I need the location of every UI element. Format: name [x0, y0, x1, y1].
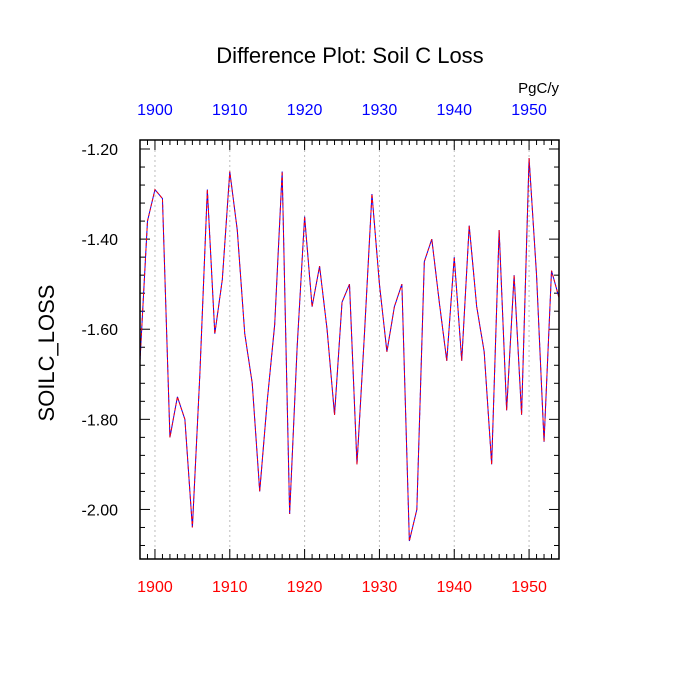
units-label: PgC/y — [518, 80, 559, 97]
x-tick-label-bottom: 1910 — [212, 579, 248, 596]
series-line-2 — [139, 157, 560, 542]
x-tick-label-bottom: 1900 — [137, 579, 173, 596]
x-tick-label-top: 1920 — [287, 102, 323, 119]
x-tick-label-top: 1950 — [511, 102, 547, 119]
x-tick-label-bottom: 1940 — [436, 579, 472, 596]
y-tick-label: -1.20 — [82, 142, 119, 159]
axis-ticks — [139, 140, 560, 559]
x-tick-label-top: 1930 — [362, 102, 398, 119]
grid-lines — [154, 140, 530, 559]
x-tick-label-top: 1910 — [212, 102, 248, 119]
x-tick-label-top: 1900 — [137, 102, 173, 119]
plot-frame — [139, 139, 560, 560]
x-tick-label-bottom: 1950 — [511, 579, 547, 596]
y-axis-label: SOILC_LOSS — [34, 285, 59, 422]
y-tick-label: -1.40 — [82, 232, 119, 249]
tick-labels: 1900 1900 1910 1910 1920 1920 1930 1930 1940 1940… — [82, 102, 547, 596]
x-tick-label-bottom: 1920 — [287, 579, 323, 596]
chart-title: Difference Plot: Soil C Loss — [216, 43, 483, 68]
y-tick-label: -1.60 — [82, 322, 119, 339]
x-tick-label-bottom: 1930 — [362, 579, 398, 596]
y-tick-label: -2.00 — [82, 502, 119, 519]
series-line-1 — [139, 157, 560, 542]
x-tick-label-top: 1940 — [436, 102, 472, 119]
y-tick-label: -1.80 — [82, 412, 119, 429]
series-lines — [139, 157, 560, 542]
